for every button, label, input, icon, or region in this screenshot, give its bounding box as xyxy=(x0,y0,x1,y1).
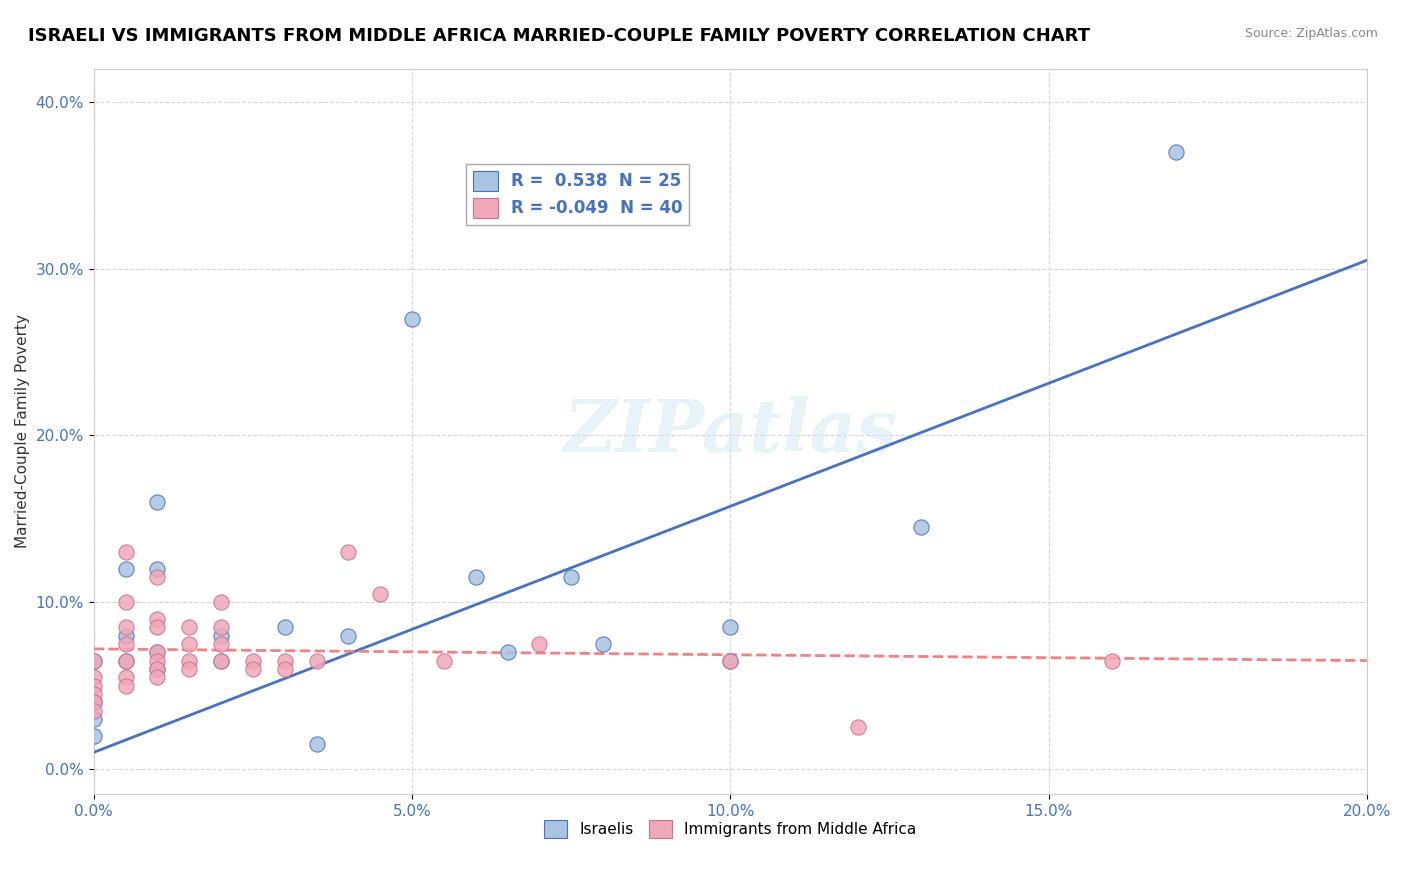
Point xyxy=(114,670,136,684)
Point xyxy=(146,495,169,509)
Point xyxy=(83,679,105,693)
Point xyxy=(114,654,136,668)
Point xyxy=(242,654,264,668)
Point xyxy=(592,637,614,651)
Point xyxy=(179,654,201,668)
Y-axis label: Married-Couple Family Poverty: Married-Couple Family Poverty xyxy=(15,314,30,549)
Point xyxy=(433,654,456,668)
Point xyxy=(718,620,741,634)
Point xyxy=(179,620,201,634)
Point xyxy=(401,311,423,326)
Point xyxy=(146,645,169,659)
Point xyxy=(83,695,105,709)
Point xyxy=(83,670,105,684)
Point xyxy=(146,645,169,659)
Point xyxy=(1101,654,1123,668)
Point xyxy=(368,587,391,601)
Point xyxy=(529,637,551,651)
Point xyxy=(114,679,136,693)
Point xyxy=(146,662,169,676)
Point xyxy=(560,570,582,584)
Point xyxy=(274,662,297,676)
Point xyxy=(846,720,869,734)
Point xyxy=(1164,145,1187,159)
Point xyxy=(146,620,169,634)
Point xyxy=(114,620,136,634)
Point xyxy=(209,620,232,634)
Point xyxy=(337,545,360,559)
Point xyxy=(114,654,136,668)
Point xyxy=(146,654,169,668)
Point xyxy=(910,520,932,534)
Text: Source: ZipAtlas.com: Source: ZipAtlas.com xyxy=(1244,27,1378,40)
Legend: Israelis, Immigrants from Middle Africa: Israelis, Immigrants from Middle Africa xyxy=(538,814,922,845)
Point xyxy=(179,662,201,676)
Point xyxy=(242,662,264,676)
Point xyxy=(114,562,136,576)
Point xyxy=(114,637,136,651)
Point xyxy=(146,570,169,584)
Point xyxy=(83,729,105,743)
Point xyxy=(83,654,105,668)
Point xyxy=(718,654,741,668)
Point xyxy=(114,545,136,559)
Point xyxy=(146,562,169,576)
Point xyxy=(83,654,105,668)
Point xyxy=(146,662,169,676)
Point xyxy=(209,637,232,651)
Point xyxy=(114,629,136,643)
Text: ZIPatlas: ZIPatlas xyxy=(564,396,897,467)
Point xyxy=(496,645,519,659)
Point xyxy=(209,654,232,668)
Point xyxy=(718,654,741,668)
Point xyxy=(337,629,360,643)
Text: ISRAELI VS IMMIGRANTS FROM MIDDLE AFRICA MARRIED-COUPLE FAMILY POVERTY CORRELATI: ISRAELI VS IMMIGRANTS FROM MIDDLE AFRICA… xyxy=(28,27,1090,45)
Point xyxy=(114,595,136,609)
Point xyxy=(146,670,169,684)
Point xyxy=(209,595,232,609)
Point xyxy=(83,712,105,726)
Point xyxy=(274,654,297,668)
Point xyxy=(305,737,328,751)
Point xyxy=(464,570,486,584)
Point xyxy=(83,687,105,701)
Point xyxy=(83,704,105,718)
Point xyxy=(305,654,328,668)
Point xyxy=(274,620,297,634)
Point xyxy=(83,695,105,709)
Point xyxy=(146,612,169,626)
Point xyxy=(209,629,232,643)
Point xyxy=(209,654,232,668)
Point xyxy=(179,637,201,651)
